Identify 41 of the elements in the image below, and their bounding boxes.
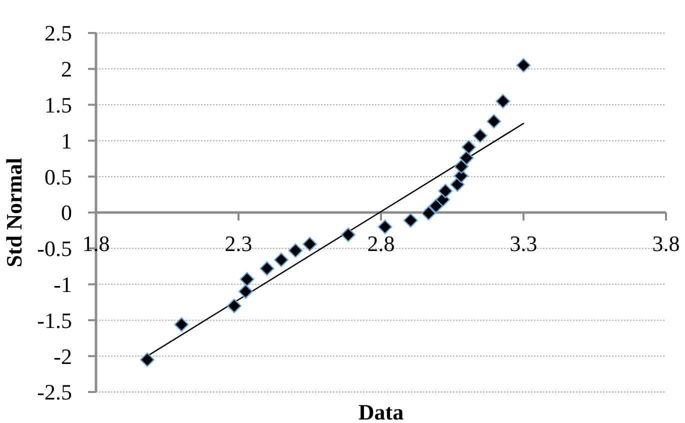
point <box>462 140 476 154</box>
point <box>403 213 418 228</box>
y-axis-title: Std Normal <box>2 158 27 268</box>
point <box>421 206 436 220</box>
point <box>428 198 444 214</box>
x-axis-title: Data <box>358 400 404 423</box>
y-tick-label: 1 <box>61 128 72 154</box>
point <box>238 284 253 299</box>
point <box>516 58 531 73</box>
point <box>140 352 155 367</box>
point <box>438 184 453 198</box>
point <box>378 220 392 234</box>
point <box>459 150 474 166</box>
y-tick-label: -2.5 <box>37 380 72 405</box>
x-tick-label: 3.8 <box>652 231 680 256</box>
point <box>496 94 510 108</box>
y-tick-label: 0.5 <box>44 164 72 190</box>
x-tick-label: 2.8 <box>367 231 395 256</box>
y-tick-label: -0.5 <box>37 236 72 262</box>
point <box>454 159 469 174</box>
x-tick-label: 3.3 <box>510 231 538 256</box>
x-tick-label: 2.3 <box>224 231 252 256</box>
point <box>260 261 274 276</box>
y-tick-label: 1.5 <box>44 92 72 118</box>
point <box>174 317 189 332</box>
y-tick-label: -2 <box>54 344 72 369</box>
point <box>274 252 288 268</box>
point <box>288 243 303 258</box>
y-tick-label: 2 <box>61 56 72 82</box>
point <box>226 298 242 314</box>
point <box>486 114 502 129</box>
point <box>450 177 465 192</box>
x-tick-label: 1.8 <box>82 231 110 256</box>
point <box>302 236 317 252</box>
y-tick-label: 0 <box>61 200 72 226</box>
point <box>340 228 356 242</box>
point <box>240 272 254 287</box>
point <box>472 128 488 143</box>
y-tick-label: -1 <box>54 272 72 297</box>
y-tick-label: 2.5 <box>44 20 72 46</box>
y-tick-label: -1.5 <box>37 308 72 333</box>
